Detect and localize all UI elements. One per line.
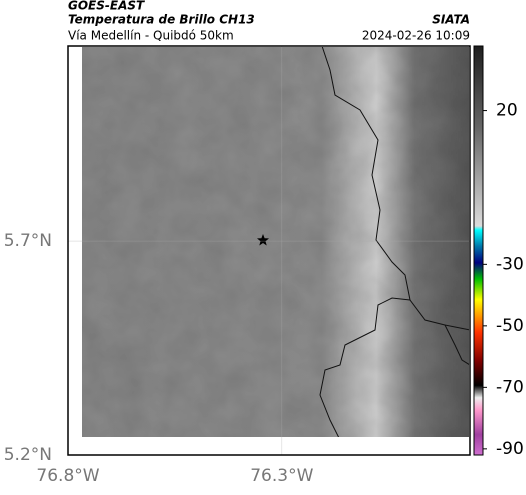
lon-label: 76.3°W (250, 466, 313, 486)
title: GOES-EAST (68, 0, 145, 13)
region: Vía Medellín - Quibdó 50km (68, 29, 234, 43)
datetime: 2024-02-26 10:09 (362, 29, 470, 43)
colorbar-label: -30 (496, 254, 524, 274)
location-marker (257, 234, 269, 246)
colorbar-label: -90 (496, 439, 524, 459)
source: SIATA (432, 13, 470, 27)
colorbar-label: 20 (496, 101, 518, 121)
colorbar (473, 45, 484, 456)
satellite-image (82, 47, 469, 437)
colorbar-label: -50 (496, 316, 524, 336)
subtitle: Temperatura de Brillo CH13 (68, 13, 255, 27)
colorbar-label: -70 (496, 377, 524, 397)
lat-label: 5.7°N (4, 231, 52, 251)
map-frame (67, 45, 471, 456)
lon-label: 76.8°W (36, 466, 99, 486)
lat-label: 5.2°N (4, 445, 52, 465)
